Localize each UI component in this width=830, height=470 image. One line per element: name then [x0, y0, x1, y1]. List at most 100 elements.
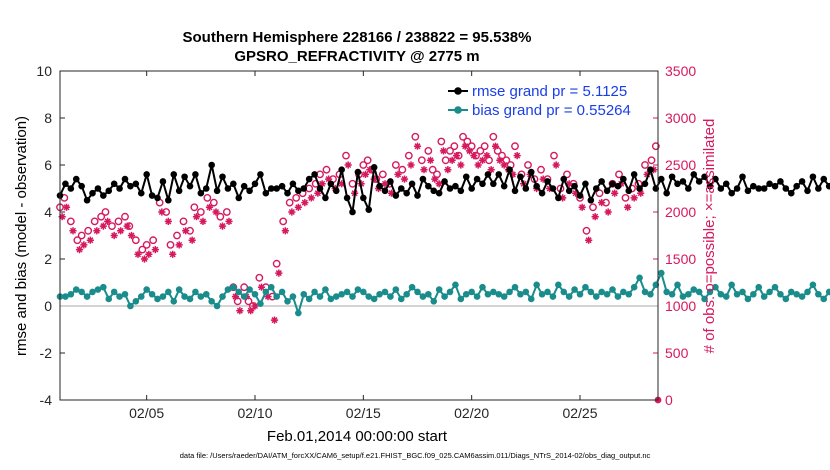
- assimilated-obs-marker: [483, 152, 491, 160]
- possible-obs-marker: [342, 151, 350, 160]
- bias-marker: [587, 288, 595, 296]
- possible-obs-marker: [621, 193, 630, 202]
- rmse-marker: [771, 182, 779, 190]
- bias-marker: [490, 288, 497, 296]
- possible-obs-marker: [173, 231, 181, 240]
- bias-marker: [712, 283, 719, 291]
- bias-marker: [89, 288, 96, 296]
- y-left-tick-label: -2: [40, 345, 53, 361]
- rmse-marker: [305, 175, 313, 183]
- bias-marker: [446, 288, 454, 296]
- assimilated-obs-marker: [80, 241, 88, 249]
- rmse-marker: [143, 171, 150, 178]
- rmse-marker: [392, 192, 400, 199]
- rmse-marker: [338, 166, 345, 173]
- rmse-marker: [484, 171, 492, 178]
- bias-marker: [506, 288, 513, 296]
- rmse-marker: [332, 187, 340, 195]
- rmse-marker: [403, 189, 410, 197]
- rmse-marker: [235, 194, 243, 202]
- rmse-marker: [381, 187, 389, 195]
- assimilated-obs-marker: [199, 217, 207, 225]
- bias-marker: [630, 283, 638, 291]
- rmse-marker: [89, 189, 96, 197]
- bias-marker: [262, 288, 270, 296]
- rmse-marker: [360, 194, 367, 202]
- bias-marker: [674, 281, 681, 289]
- rmse-marker: [620, 175, 627, 183]
- possible-obs-marker: [582, 226, 591, 235]
- bias-marker: [213, 302, 221, 310]
- bias-marker: [94, 286, 102, 293]
- possible-obs-marker: [209, 198, 218, 207]
- rmse-marker: [83, 196, 91, 204]
- bias-marker: [706, 288, 714, 296]
- y-right-axis-label: # of obs: o=possible; ×=assimilated: [701, 119, 718, 354]
- rmse-marker: [343, 194, 351, 202]
- possible-obs-marker: [459, 132, 467, 141]
- assimilated-obs-marker: [439, 147, 448, 155]
- rmse-marker: [452, 182, 459, 190]
- assimilated-obs-marker: [370, 175, 378, 183]
- assimilated-obs-marker: [435, 180, 443, 188]
- possible-obs-marker: [73, 236, 82, 245]
- bias-marker: [192, 288, 199, 296]
- rmse-marker: [825, 182, 830, 190]
- assimilated-obs-marker: [461, 142, 469, 150]
- rmse-marker: [495, 171, 503, 178]
- rmse-marker: [609, 180, 616, 188]
- rmse-marker: [316, 185, 324, 192]
- y-right-tick-label: 500: [665, 345, 689, 361]
- assimilated-obs-marker: [565, 180, 573, 188]
- assimilated-obs-marker: [69, 227, 77, 235]
- bias-marker: [224, 286, 232, 293]
- assimilated-obs-marker: [236, 307, 244, 315]
- bias-marker: [181, 293, 188, 300]
- rmse-marker: [582, 180, 589, 188]
- bias-marker: [202, 290, 210, 298]
- bias-marker: [387, 293, 394, 300]
- assimilated-obs-marker: [318, 180, 326, 188]
- bias-marker: [295, 309, 302, 317]
- possible-obs-marker: [77, 231, 86, 240]
- bias-marker: [820, 295, 828, 303]
- bias-marker: [267, 283, 275, 291]
- bias-marker: [652, 281, 660, 289]
- bias-marker: [208, 298, 215, 305]
- bias-marker: [527, 295, 535, 303]
- rmse-marker: [576, 192, 584, 199]
- rmse-marker: [295, 187, 302, 195]
- assimilated-obs-marker: [294, 203, 302, 211]
- possible-obs-marker: [138, 245, 147, 254]
- rmse-marker: [311, 171, 318, 178]
- bias-marker: [685, 290, 692, 298]
- bias-marker: [62, 293, 69, 300]
- assimilated-obs-marker: [381, 180, 389, 188]
- bias-marker: [565, 293, 573, 300]
- rmse-marker: [733, 185, 741, 192]
- rmse-marker: [755, 185, 763, 192]
- assimilated-obs-marker: [301, 199, 309, 207]
- assimilated-obs-marker: [572, 189, 580, 197]
- rmse-marker: [787, 189, 795, 197]
- assimilated-obs-marker: [509, 170, 517, 178]
- y-left-tick-label: 0: [44, 298, 52, 314]
- rmse-marker: [62, 180, 69, 188]
- rmse-marker: [181, 173, 188, 181]
- bias-marker: [392, 286, 400, 293]
- assimilated-obs-marker: [175, 241, 183, 249]
- rmse-bias-series: [56, 161, 830, 317]
- rmse-marker: [728, 189, 735, 197]
- rmse-marker: [105, 187, 113, 195]
- bias-marker: [722, 293, 730, 300]
- bias-marker: [100, 283, 107, 291]
- y-right-tick-label: 3000: [665, 110, 696, 126]
- possible-obs-marker: [292, 193, 301, 202]
- bias-marker: [148, 290, 156, 298]
- rmse-marker: [706, 182, 714, 190]
- assimilated-obs-marker: [231, 293, 240, 301]
- rmse-marker: [668, 173, 676, 181]
- possible-obs-marker: [84, 226, 93, 235]
- bias-marker: [154, 295, 161, 303]
